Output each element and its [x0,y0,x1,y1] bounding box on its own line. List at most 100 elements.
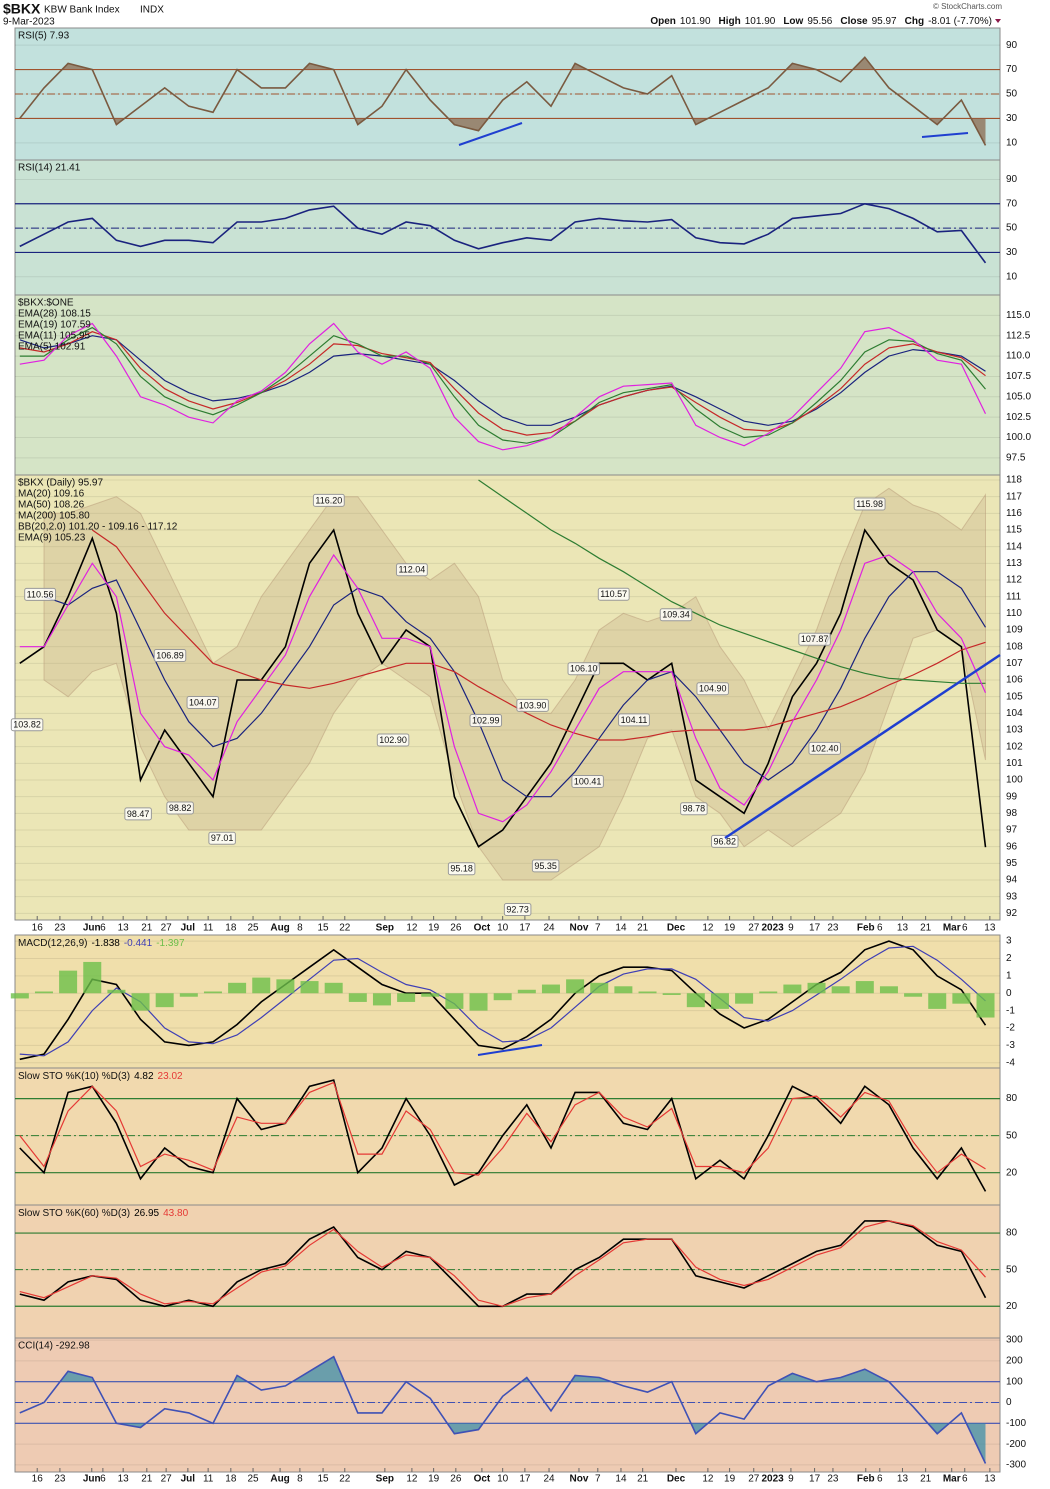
x-tick-label: 23 [54,1474,66,1485]
price-label: 102.40 [811,743,839,753]
y-tick-label: 10 [1006,138,1018,149]
histogram-bar [445,993,464,1009]
x-tick-label: 19 [724,923,736,934]
series-line [478,479,986,684]
y-tick-label: 50 [1006,1264,1018,1275]
price-label: 109.34 [662,610,690,620]
x-tick-label: 8 [297,1474,303,1485]
x-tick-label: 6 [877,923,883,934]
price-label: 104.11 [621,715,648,725]
legend: MACD(12,26,9) -1.838 -0.441 -1.397 [18,938,185,949]
legend-entry: RSI(14) 21.41 [18,163,81,174]
x-tick-label: 23 [54,923,66,934]
price-label-box [680,802,708,816]
price-label: 107.87 [801,634,829,644]
price-label-box [208,831,236,845]
y-tick-label: 102 [1006,741,1023,752]
histogram-bar [710,993,729,1009]
credit: © StockCharts.com [933,2,1002,11]
quote-value: 101.90 [745,16,776,27]
histogram-bar [397,993,416,1002]
price-label: 106.89 [156,651,184,661]
x-tick-label: 6 [962,1474,968,1485]
x-tick-label: 19 [428,923,440,934]
series-line [19,322,987,451]
y-tick-label: 97 [1006,825,1018,836]
price-label-box [571,775,604,789]
y-tick-label: 50 [1006,1130,1018,1141]
price-label: 106.10 [570,664,598,674]
y-tick-label: 70 [1006,198,1018,209]
histogram-bar [469,993,488,1011]
series-line [19,202,987,264]
histogram-bar [324,982,343,994]
panel-background [14,294,1001,476]
y-tick-label: 70 [1006,64,1018,75]
x-tick-label: Dec [667,923,686,934]
legend-entry: $BKX (Daily) 95.97 [18,478,103,489]
quote-label: Chg [905,16,924,27]
quote-label: Low [783,16,803,27]
x-tick-label: Feb [857,1474,875,1485]
histogram-bar [541,984,560,994]
x-tick-label: 6 [962,923,968,934]
x-tick-label: Sep [376,1474,394,1485]
series-line [19,1355,987,1464]
x-tick-label: 13 [118,923,130,934]
price-label-box [312,493,345,507]
y-tick-label: -300 [1006,1460,1026,1471]
y-tick-label: 114 [1006,541,1022,552]
quote: Open 101.90 High 101.90 Low 95.56 Close 95.97 Ch… [650,16,992,27]
panel-background [14,159,1001,296]
histogram-bar [686,993,705,1008]
legend-entry: BB(20,2.0) 101.20 - 109.16 - 117.12 [18,522,178,533]
x-tick-label: 9 [788,923,794,934]
histogram-bar [83,961,102,994]
legend-entry: EMA(5) 102.91 [18,342,86,353]
x-tick-label: 16 [32,923,44,934]
legend-entry: EMA(28) 108.15 [18,309,91,320]
y-tick-label: 98 [1006,808,1018,819]
y-tick-label: 10 [1006,271,1018,282]
y-tick-label: 113 [1006,558,1022,569]
y-tick-label: 95 [1006,858,1018,869]
y-tick-label: 105 [1006,691,1023,702]
x-tick-label: 23 [827,923,839,934]
quote-value: 95.97 [872,16,897,27]
x-tick-label: 13 [118,1474,130,1485]
y-tick-label: 200 [1006,1356,1023,1367]
x-tick-label: 10 [497,923,509,934]
quote-value: 101.90 [680,16,711,27]
x-tick-label: Jul [181,923,196,934]
x-tick-label: 27 [161,1474,173,1485]
price-label-box [503,903,532,917]
price-label: 95.35 [534,861,557,871]
panel-background [14,1337,1001,1473]
x-tick-label: 8 [297,923,303,934]
x-tick-label: 17 [519,1474,531,1485]
histogram-bar [421,993,440,997]
quote-value: 95.56 [807,16,832,27]
series-line [19,1079,987,1192]
x-tick-label: Oct [474,923,491,934]
x-tick-label: 10 [497,1474,509,1485]
y-tick-label: 101 [1006,758,1023,769]
y-tick-label: 97.5 [1006,453,1026,464]
x-tick-label: 27 [748,1474,760,1485]
x-tick-label: 13 [897,1474,909,1485]
x-tick-label: 15 [317,923,329,934]
x-tick-label: 9 [788,1474,794,1485]
x-tick-label: Aug [270,1474,289,1485]
price-label: 102.99 [472,716,500,726]
x-tick-label: 21 [637,1474,649,1485]
y-tick-label: 300 [1006,1335,1023,1346]
price-label: 98.82 [169,803,192,813]
legend-title: Slow STO %K(10) %D(3) [18,1071,130,1082]
x-tick-label: 11 [203,923,214,934]
price-label-box [124,807,152,821]
x-tick-label: 17 [519,923,531,934]
legend: Slow STO %K(10) %D(3) 4.82 23.02 [18,1071,183,1082]
x-tick-label: 2023 [761,923,784,934]
price-label-box [153,649,187,663]
price-label: 103.90 [519,700,547,710]
